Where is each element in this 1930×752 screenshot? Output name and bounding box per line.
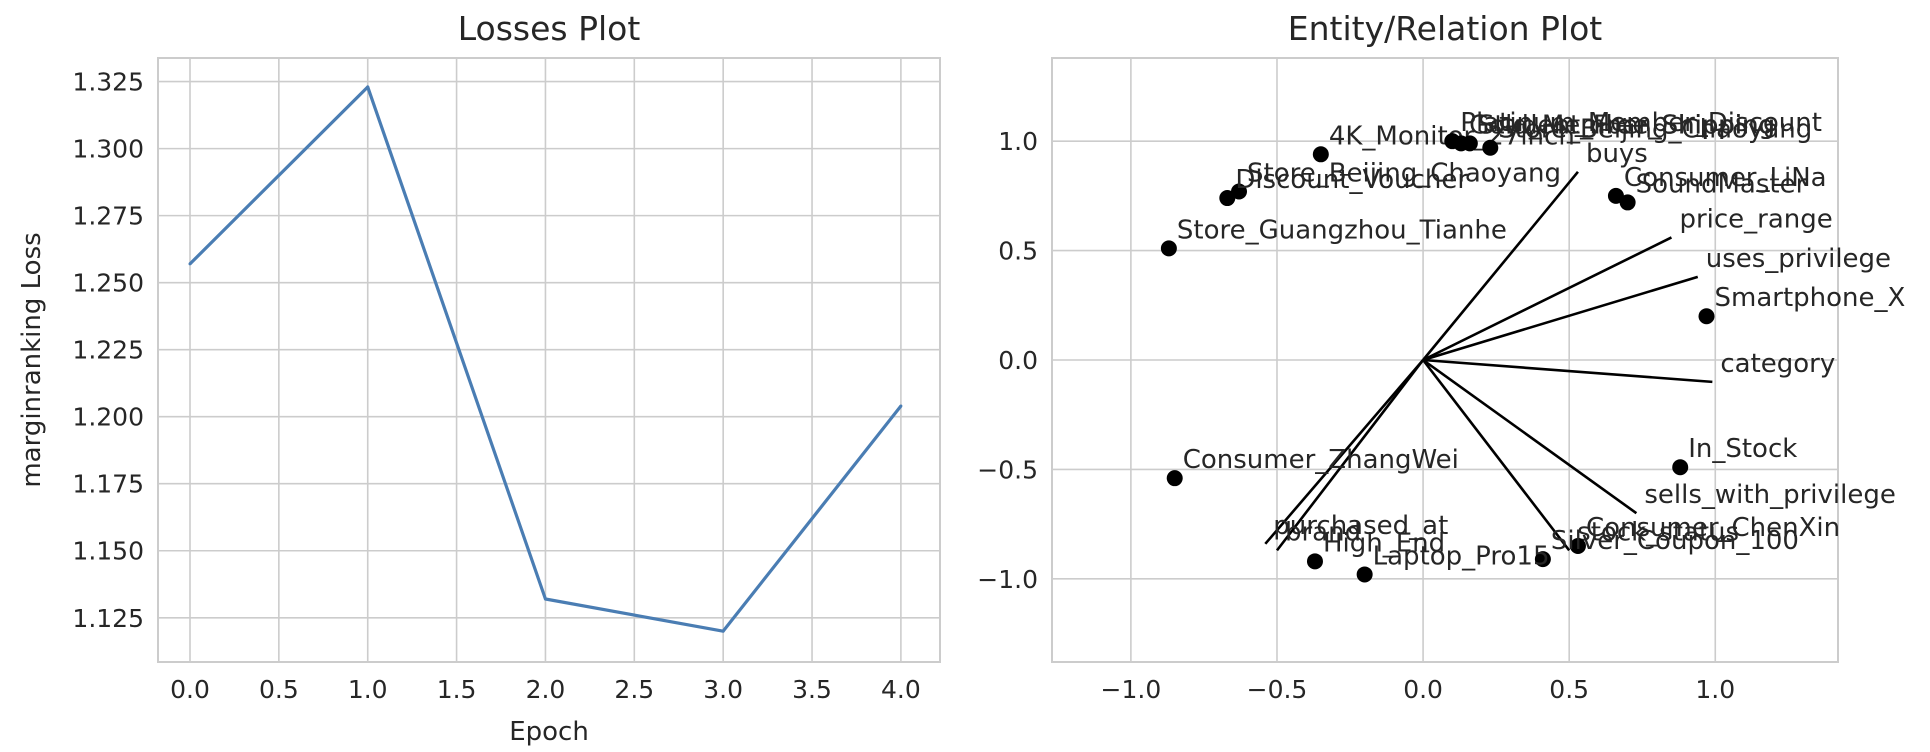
x-tick-label: 2.0 [526, 675, 566, 704]
relation-vector [1422, 358, 1638, 515]
relation-vectors: buys price_range uses_privilege category sel… [1264, 139, 1896, 552]
relation-vector [1422, 170, 1579, 361]
x-tick-label: 1.0 [348, 675, 388, 704]
x-axis-label: Epoch [509, 717, 589, 747]
x-tick-label: −1.0 [1101, 675, 1162, 704]
relation-label: stock_status [1577, 517, 1739, 547]
entity-label: In_Stock [1688, 434, 1797, 464]
chart-title: Losses Plot [458, 9, 641, 48]
y-tick-label: 1.325 [72, 68, 144, 97]
entity-label: Store_Beijing_Chaoyang [1498, 115, 1812, 145]
entity-label: Consumer_ChenXin [1586, 513, 1840, 543]
relation-label: sells_with_privilege [1644, 480, 1895, 510]
entity-point [1160, 240, 1177, 257]
entity-point [1312, 146, 1329, 163]
x-tick-label: 0.5 [1549, 675, 1589, 704]
y-tick-label: 1.150 [72, 537, 144, 566]
entity-point [1672, 459, 1689, 476]
entity-point [1231, 183, 1248, 200]
entity-label: Consumer_LiNa [1624, 163, 1827, 193]
entity-label: Gold_Member_Shipping [1469, 110, 1775, 140]
relation-label: uses_privilege [1706, 244, 1891, 274]
entity-point [1219, 190, 1236, 207]
relation-label: brand [1285, 517, 1361, 547]
entity-relation-plot-panel: −1.0 −0.5 0.0 0.5 1.0 −1.0 −0.5 0.0 0.5 1.0 Entity… [977, 9, 1905, 704]
y-tick-label: 1.0 [998, 127, 1038, 156]
y-tick-label: 0.5 [998, 237, 1038, 266]
entity-label: Platinum_Member_Discount [1460, 108, 1822, 138]
entity-point [1698, 308, 1715, 325]
entity-point [1619, 194, 1636, 211]
y-tick-label: 1.200 [72, 403, 144, 432]
x-tick-label: 0.5 [259, 675, 299, 704]
loss-data-point [188, 262, 192, 266]
x-tick-label: 1.0 [1695, 675, 1735, 704]
plot-frame [1051, 57, 1839, 663]
x-tick-label: 3.5 [792, 675, 832, 704]
relation-vector [1422, 359, 1571, 552]
entity-label: Smartphone_X [1715, 283, 1906, 313]
entity-point [1306, 553, 1323, 570]
entity-point [1461, 135, 1478, 152]
x-tick-label: −0.5 [1247, 675, 1308, 704]
y-tick-label: 1.275 [72, 202, 144, 231]
y-tick-label: −1.0 [977, 565, 1038, 594]
relation-vector [1422, 275, 1699, 362]
loss-data-point [543, 597, 547, 601]
y-tick-label: 1.175 [72, 470, 144, 499]
entity-label: SoundMaster [1636, 169, 1807, 199]
x-tick-label: 4.0 [881, 675, 921, 704]
entity-point [1482, 139, 1499, 156]
losses-plot-panel: 0.0 0.5 1.0 1.5 2.0 2.5 3.0 3.5 4.0 1.125 1.150 1.1… [17, 9, 941, 747]
plot-frame [157, 57, 941, 663]
x-tick-label: 0.0 [1403, 675, 1443, 704]
relation-vector [1422, 358, 1713, 384]
entity-label: Discount_Voucher [1235, 165, 1468, 195]
relation-vector [1422, 236, 1673, 362]
relation-vector [1275, 359, 1425, 552]
gridlines [158, 58, 940, 662]
y-tick-label: −0.5 [977, 455, 1038, 484]
entity-points: 4K_Monitor_27inchPlatinum_Member_Discoun… [1160, 108, 1906, 583]
y-tick-label: 0.0 [998, 346, 1038, 375]
y-tick-label: 1.300 [72, 135, 144, 164]
entity-point [1607, 187, 1624, 204]
entity-label: Store_Beijing_Chaoyang [1247, 158, 1561, 188]
x-tick-label: 2.5 [614, 675, 654, 704]
loss-data-point [899, 404, 903, 408]
y-tick-label: 1.125 [72, 604, 144, 633]
chart-title: Entity/Relation Plot [1288, 9, 1603, 48]
entity-label: Laptop_Pro15 [1373, 541, 1550, 571]
relation-vector [1264, 359, 1425, 545]
entity-point [1356, 566, 1373, 583]
relation-label: category [1720, 349, 1835, 379]
y-axis-label: marginranking Loss [17, 232, 47, 487]
entity-label: Store_Guangzhou_Tianhe [1177, 215, 1507, 245]
y-tick-label: 1.225 [72, 336, 144, 365]
loss-data-point [721, 629, 725, 633]
entity-label: Consumer_ZhangWei [1183, 445, 1459, 475]
x-tick-label: 1.5 [437, 675, 477, 704]
entity-label: Silver_Coupon_100 [1551, 526, 1799, 556]
relation-label: price_range [1679, 204, 1832, 234]
entity-point [1534, 551, 1551, 568]
entity-point [1569, 538, 1586, 555]
entity-point [1166, 470, 1183, 487]
entity-label: High_End [1323, 528, 1445, 558]
loss-data-point [366, 85, 370, 89]
x-tick-label: 3.0 [703, 675, 743, 704]
relation-label: buys [1586, 139, 1648, 169]
x-tick-label: 0.0 [170, 675, 210, 704]
entity-label: Student_Free_Shipping [1478, 110, 1775, 140]
y-tick-label: 1.250 [72, 269, 144, 298]
